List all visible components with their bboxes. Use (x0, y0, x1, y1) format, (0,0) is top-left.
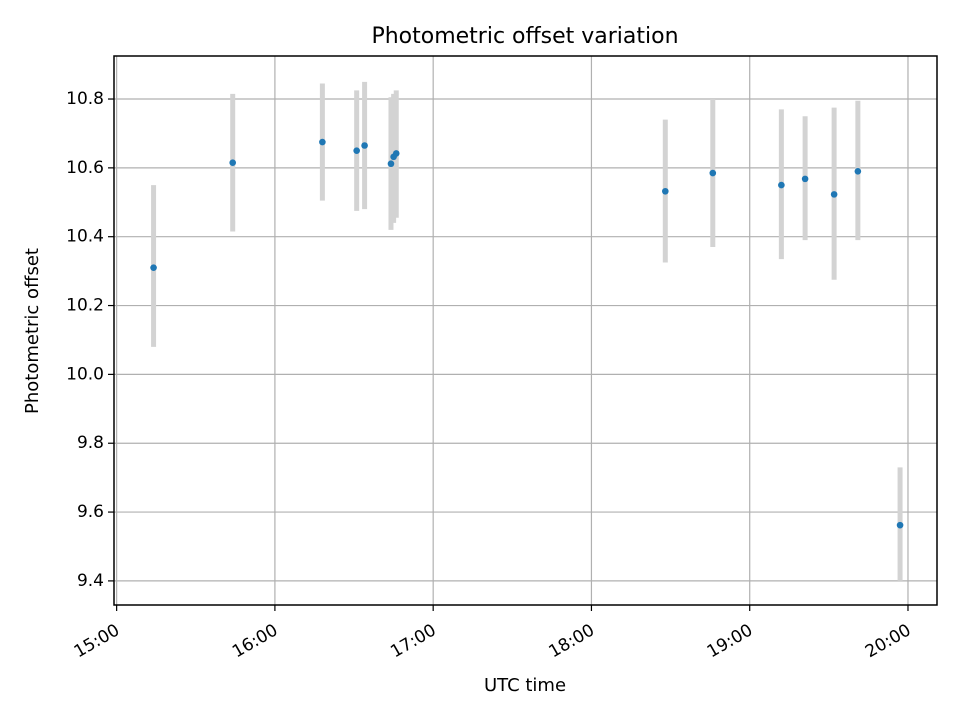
y-tick-label: 10.8 (66, 89, 104, 109)
x-axis-label: UTC time (484, 675, 566, 696)
y-tick-label: 9.4 (77, 571, 104, 591)
grid (114, 56, 937, 605)
data-point (709, 169, 717, 177)
data-point (778, 181, 785, 189)
data-point (229, 159, 237, 167)
data-point (361, 142, 368, 149)
y-tick-label: 10.2 (66, 296, 104, 316)
y-axis-ticks: 9.4 9.6 9.8 10.0 10.2 10.4 10.6 10.8 (66, 89, 114, 591)
y-axis-label: Photometric offset (22, 248, 43, 414)
data-points (150, 138, 904, 529)
y-tick-label: 10.4 (66, 227, 104, 247)
data-point (353, 147, 360, 154)
y-tick-label: 10.6 (66, 158, 104, 178)
y-tick-label: 9.8 (77, 433, 104, 453)
data-point (662, 187, 669, 195)
data-point (319, 138, 326, 146)
plot-frame (113, 55, 938, 606)
data-point (896, 521, 904, 529)
data-point (387, 160, 395, 168)
y-tick-label: 10.0 (66, 364, 104, 384)
data-point (854, 168, 862, 175)
y-tick-label: 9.6 (77, 502, 104, 522)
chart-title: Photometric offset variation (371, 24, 678, 49)
data-point (801, 175, 809, 183)
data-point (830, 191, 838, 198)
data-point (150, 264, 157, 271)
data-point (392, 150, 400, 157)
